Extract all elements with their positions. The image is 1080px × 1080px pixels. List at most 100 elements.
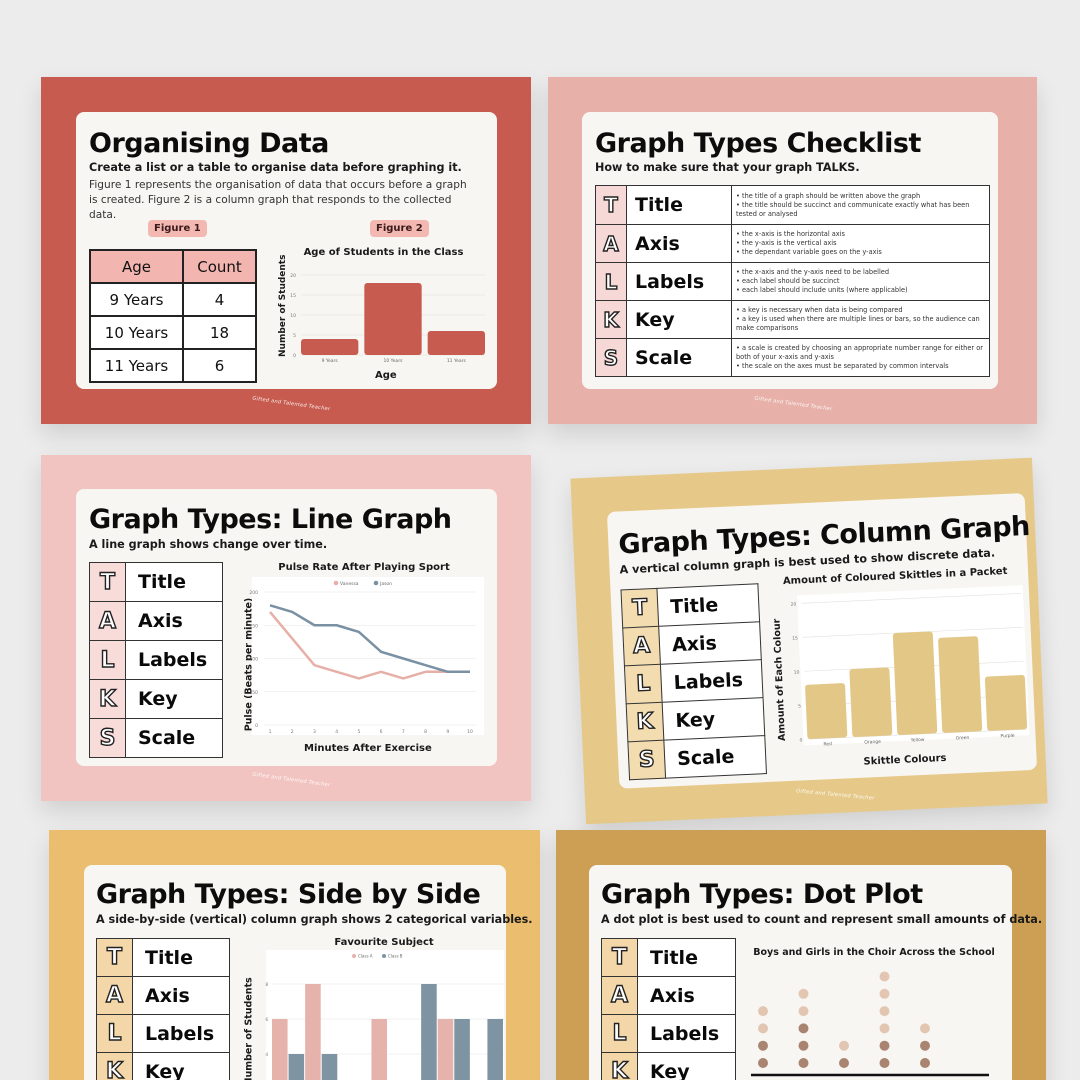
svg-text:Jason: Jason [379, 581, 392, 587]
slide-title: Graph Types Checklist [595, 128, 921, 159]
talks-letter: A [595, 224, 627, 263]
age-column-chart: Age of Students in the Class Number of S… [271, 242, 491, 382]
talks-letter: T [601, 938, 638, 977]
svg-text:5: 5 [798, 703, 801, 709]
talks-row: K Key [601, 1052, 736, 1080]
chart-title: Boys and Girls in the Choir Across the S… [753, 947, 995, 958]
talks-description: the x-axis and the y-axis need to be lab… [731, 262, 990, 301]
age-count-table: Age Count 9 Years 4 10 Years 18 11 Years… [89, 249, 257, 383]
talks-row: A Axis [96, 976, 230, 1015]
slide-title: Graph Types: Dot Plot [601, 879, 923, 910]
table-cell: 11 Years [89, 348, 184, 383]
talks-letter: T [620, 588, 659, 628]
talks-word: Labels [637, 1014, 736, 1053]
talks-description: the title of a graph should be written a… [731, 185, 990, 225]
table-cell: 4 [182, 282, 257, 317]
talks-description: a key is necessary when data is being co… [731, 300, 990, 339]
talks-row: T Title [601, 938, 736, 977]
svg-text:200: 200 [249, 590, 258, 596]
slide-title: Graph Types: Side by Side [96, 879, 481, 910]
table-header-age: Age [89, 249, 184, 284]
slide-subtitle: How to make sure that your graph TALKS. [595, 161, 860, 174]
talks-word: Key [626, 300, 732, 339]
svg-text:10: 10 [794, 669, 800, 675]
svg-text:Green: Green [956, 735, 970, 742]
svg-text:0: 0 [293, 353, 296, 359]
svg-text:8: 8 [424, 729, 427, 735]
svg-text:9 Years: 9 Years [322, 358, 339, 364]
choir-dots [751, 971, 989, 1077]
talks-word: Labels [132, 1014, 230, 1053]
bullet-point: each label should be succinct [736, 277, 985, 286]
svg-text:0: 0 [255, 723, 258, 729]
svg-text:3: 3 [313, 729, 316, 735]
age-bars: 0 5 10 15 20 9 Years 10 Years 11 Years [290, 273, 485, 364]
slide-card: Graph Types: Side by Side A side-by-side… [84, 865, 533, 1080]
talks-description: a scale is created by choosing an approp… [731, 338, 990, 377]
bullet-point: a scale is created by choosing an approp… [736, 344, 985, 362]
svg-text:10: 10 [467, 729, 473, 735]
talks-row: L Labels [601, 1014, 736, 1053]
talks-row: K Key [89, 679, 223, 719]
talks-word: Axis [658, 621, 762, 665]
svg-text:50: 50 [252, 690, 258, 696]
skittles-bars: 0 5 10 15 20 Red Orange Yellow Green Purple [790, 585, 1030, 747]
talks-letter: K [601, 1052, 638, 1080]
table-cell: 10 Years [89, 315, 184, 350]
figure2-badge: Figure 2 [370, 220, 429, 237]
talks-letter: S [595, 338, 627, 377]
svg-text:5: 5 [357, 729, 360, 735]
chart-title: Favourite Subject [334, 937, 434, 948]
talks-letter: A [89, 601, 126, 641]
svg-text:1: 1 [269, 729, 272, 735]
slide-dot-plot: Graph Types: Dot Plot A dot plot is best… [556, 830, 1046, 1080]
slide-side-by-side: Graph Types: Side by Side A side-by-side… [49, 830, 540, 1080]
bullet-point: each label should include units (where a… [736, 286, 985, 295]
footer-logo: Gifted and Talented Teacher [795, 788, 875, 802]
talks-letter: T [96, 938, 133, 977]
choir-dot-plot: Boys and Girls in the Choir Across the S… [749, 945, 999, 1077]
talks-letter: K [96, 1052, 133, 1080]
talks-word: Labels [125, 640, 223, 680]
talks-letter: A [96, 976, 133, 1015]
talks-word: Key [662, 697, 765, 741]
talks-letter: T [595, 185, 627, 225]
talks-row: S Scale [627, 735, 767, 780]
bullet-point: the x-axis and the y-axis need to be lab… [736, 268, 985, 277]
svg-text:11 Years: 11 Years [447, 358, 467, 364]
svg-text:Yellow: Yellow [910, 737, 925, 744]
talks-word: Key [125, 679, 223, 719]
pulse-line-chart: Pulse Rate After Playing Sport Pulse (Be… [224, 559, 494, 759]
y-axis-label: Number of Students [243, 977, 255, 1080]
bullet-point: a key is used when there are multiple li… [736, 315, 985, 333]
figure1-badge: Figure 1 [148, 220, 207, 237]
talks-letter: L [601, 1014, 638, 1053]
talks-word: Scale [626, 338, 732, 377]
svg-text:4: 4 [335, 729, 338, 735]
footer-logo: Gifted and Talented Teacher [753, 395, 833, 413]
svg-text:10: 10 [290, 313, 296, 319]
svg-text:Red: Red [823, 741, 832, 747]
talks-word: Axis [125, 601, 223, 641]
table-row: 9 Years 4 [89, 282, 257, 317]
slide-organising-data: Organising Data Create a list or a table… [41, 77, 531, 424]
slide-checklist: Graph Types Checklist How to make sure t… [548, 77, 1037, 424]
talks-word: Labels [626, 262, 732, 301]
slide-subtitle: Create a list or a table to organise dat… [89, 161, 462, 174]
slide-subtitle: A line graph shows change over time. [89, 538, 328, 551]
talks-word: Title [656, 583, 760, 627]
slide-card: Graph Types: Dot Plot A dot plot is best… [589, 865, 1042, 1080]
talks-table: T Title A Axis L Labels K Key S Scale [89, 562, 223, 758]
table-cell: 18 [182, 315, 257, 350]
talks-letter: L [624, 664, 663, 704]
x-axis-label: Age [375, 370, 397, 381]
table-row: 11 Years 6 [89, 348, 257, 383]
talks-letter: K [89, 679, 126, 719]
talks-table: T Title A Axis L Labels K Key [96, 938, 230, 1080]
table-cell: 6 [182, 348, 257, 383]
svg-text:Vanessa: Vanessa [340, 581, 359, 587]
slide-subtitle: A dot plot is best used to count and rep… [601, 913, 1043, 926]
slide-card: Organising Data Create a list or a table… [76, 112, 497, 412]
